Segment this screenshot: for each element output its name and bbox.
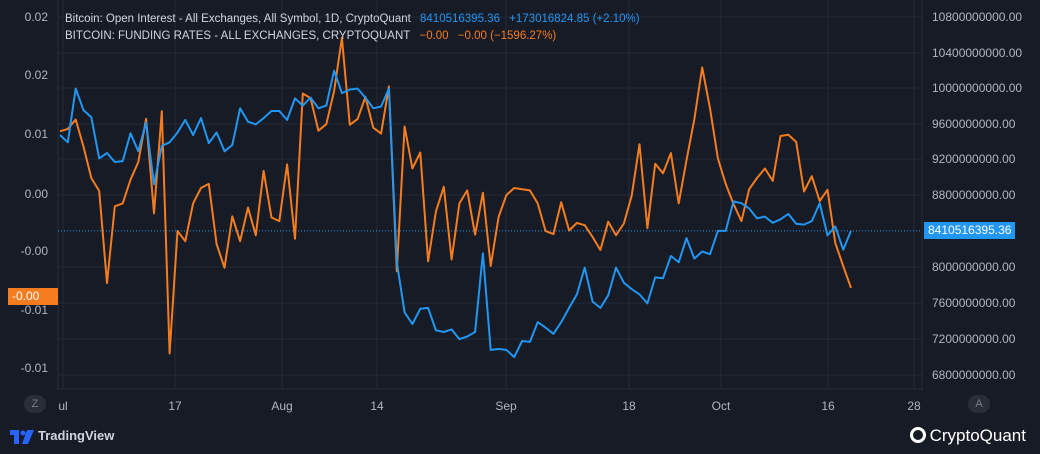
left-tick-label: 0.02 (25, 68, 49, 82)
right-tick-label: 9200000000.00 (932, 152, 1016, 166)
legend-fr-title: BITCOIN: FUNDING RATES - ALL EXCHANGES, … (65, 30, 411, 42)
right-tick-label: 8800000000.00 (932, 188, 1016, 202)
fr-price-tag: -0.00 (8, 288, 58, 305)
legend-oi-change: +173016824.85 (+2.10%) (509, 13, 640, 25)
x-tick-label: 28 (907, 399, 921, 413)
legend-funding-rates[interactable]: BITCOIN: FUNDING RATES - ALL EXCHANGES, … (65, 30, 562, 42)
left-scale-button[interactable]: Z (24, 395, 46, 413)
right-tick-label: 10800000000.00 (932, 10, 1022, 24)
legend-oi-value: 8410516395.36 (420, 13, 500, 25)
right-tick-label: 10000000000.00 (932, 81, 1022, 95)
left-tick-label: -0.01 (21, 303, 49, 317)
open-interest-line (59, 69, 852, 359)
x-tick-label: Sep (495, 399, 517, 413)
funding-rates-line (59, 36, 852, 355)
cryptoquant-logo-icon (909, 427, 926, 443)
left-tick-label: 0.01 (25, 127, 49, 141)
footer-bar (0, 420, 1040, 454)
left-tick-label: 0.02 (25, 10, 49, 24)
cryptoquant-brand[interactable]: CryptoQuant (909, 426, 1026, 446)
chart-canvas: 0.02 0.02 0.01 0.00 -0.00 -0.01 -0.01 10800000… (20, 0, 1023, 413)
x-axis: ul 17 Aug 14 Sep 18 Oct 16 28 (58, 399, 921, 413)
x-tick-label: 17 (168, 399, 182, 413)
tradingview-logo-icon (10, 430, 34, 444)
x-tick-label: Aug (271, 399, 292, 413)
left-tick-label: -0.00 (21, 244, 49, 258)
left-tick-label: -0.01 (21, 361, 49, 375)
right-tick-label: 6800000000.00 (932, 368, 1016, 382)
left-tick-label: 0.00 (25, 187, 49, 201)
right-tick-label: 9600000000.00 (932, 117, 1016, 131)
right-tick-label: 7600000000.00 (932, 296, 1016, 310)
left-axis: 0.02 0.02 0.01 0.00 -0.00 -0.01 -0.01 (21, 10, 49, 375)
legend-fr-change: −0.00 (−1596.27%) (457, 30, 557, 42)
x-tick-label: 14 (370, 399, 384, 413)
oi-price-tag: 8410516395.36 (924, 222, 1016, 239)
x-tick-label: 16 (821, 399, 835, 413)
legend-oi-title: Bitcoin: Open Interest - All Exchanges, … (65, 13, 411, 25)
x-tick-label: 18 (622, 399, 636, 413)
x-tick-label: ul (58, 399, 67, 413)
right-tick-label: 8000000000.00 (932, 260, 1016, 274)
legend-fr-value: −0.00 (419, 30, 449, 42)
right-tick-label: 10400000000.00 (932, 46, 1022, 60)
right-tick-label: 7200000000.00 (932, 332, 1016, 346)
x-tick-label: Oct (712, 399, 731, 413)
cryptoquant-label: CryptoQuant (929, 426, 1026, 445)
tradingview-brand[interactable]: TradingView (38, 428, 115, 443)
right-axis: 10800000000.00 10400000000.00 10000000000.… (932, 10, 1022, 382)
right-scale-button[interactable]: A (968, 395, 990, 413)
legend-open-interest[interactable]: Bitcoin: Open Interest - All Exchanges, … (65, 13, 646, 25)
